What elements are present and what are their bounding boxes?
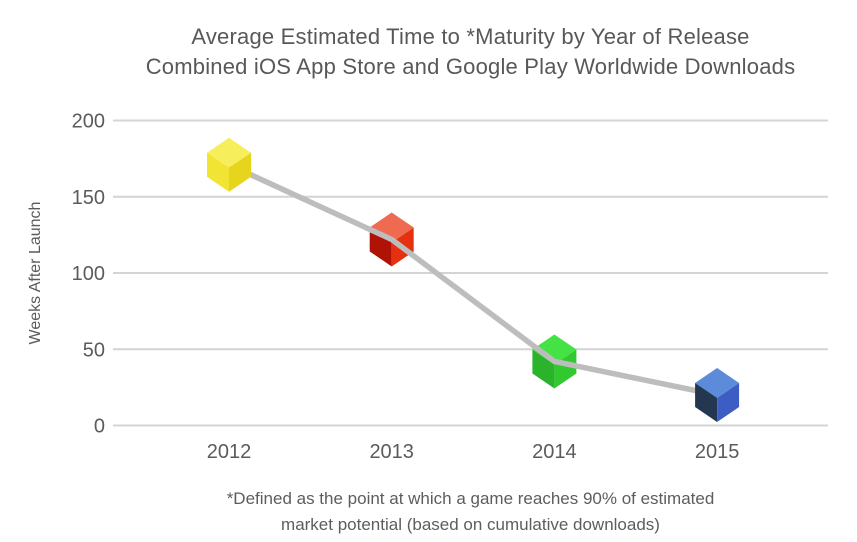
x-axis-label: 2015	[695, 441, 740, 463]
chart-title-line1: Average Estimated Time to *Maturity by Y…	[191, 24, 750, 49]
x-axis-label: 2014	[532, 441, 577, 463]
y-tick-label: 100	[72, 263, 105, 285]
green-cube-left-face	[532, 349, 555, 389]
y-axis-title: Weeks After Launch	[27, 202, 44, 345]
chart-footnote: *Defined as the point at which a game re…	[113, 486, 828, 538]
trend-polyline	[226, 161, 720, 398]
chart-footnote-line1: *Defined as the point at which a game re…	[226, 489, 715, 508]
y-tick-label: 150	[72, 187, 105, 209]
chart-title: Average Estimated Time to *Maturity by Y…	[113, 22, 828, 82]
blue-cube-right-face	[717, 383, 740, 422]
data-cubes-over-line	[207, 137, 740, 422]
y-tick-label: 0	[94, 416, 105, 438]
yellow-cube-right-face	[229, 152, 251, 192]
y-tick-label: 200	[72, 111, 105, 133]
data-cube-2014	[532, 334, 577, 389]
green-cube-right-face	[554, 349, 577, 389]
y-tick-label: 50	[83, 339, 105, 361]
blue-cube-left-face	[695, 383, 718, 422]
red-cube-left-face	[369, 227, 392, 267]
y-tick-labels: 0 50 100 150 200	[72, 111, 105, 438]
gridlines	[113, 119, 828, 427]
chart-footnote-line2: market potential (based on cumulative do…	[281, 515, 660, 534]
data-cube-2015	[695, 368, 740, 422]
yellow-cube-left-face	[207, 152, 229, 192]
x-axis-labels: 2012 2013 2014 2015	[207, 441, 740, 463]
x-axis-label: 2012	[207, 441, 252, 463]
data-cube-2012	[207, 137, 251, 192]
x-axis-label: 2013	[369, 441, 414, 463]
chart-title-line2: Combined iOS App Store and Google Play W…	[145, 54, 796, 79]
trend-line	[226, 161, 720, 398]
